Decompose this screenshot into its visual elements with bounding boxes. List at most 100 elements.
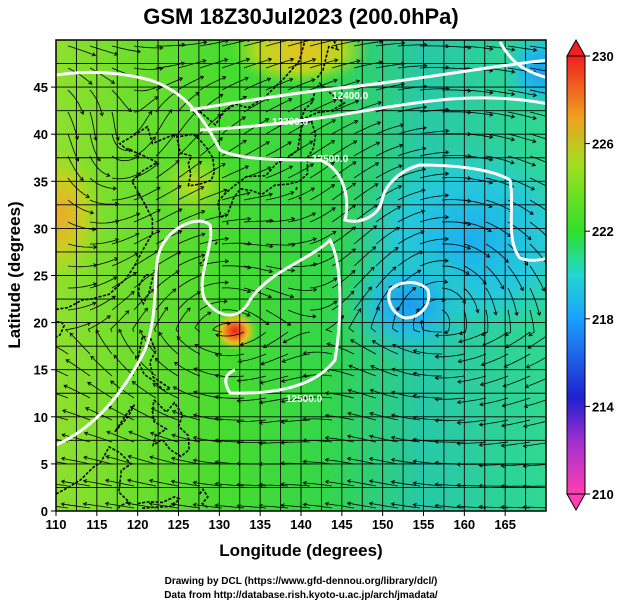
streamline-arrowhead (131, 380, 136, 385)
streamline-arrowhead (61, 433, 66, 438)
streamline (177, 76, 204, 91)
streamline-arrowhead (501, 403, 506, 408)
streamline (111, 111, 120, 141)
streamline (287, 58, 316, 69)
streamline (463, 287, 479, 313)
streamline (485, 111, 515, 118)
streamline (419, 151, 449, 157)
streamline-arrowhead (200, 186, 205, 191)
coastline (316, 40, 340, 79)
streamline-arrowhead (136, 49, 142, 54)
streamline-arrowhead (348, 364, 353, 369)
streamline-arrowhead (236, 503, 241, 509)
streamline (457, 419, 487, 424)
streamline-arrowhead (456, 420, 461, 425)
streamline (479, 419, 509, 426)
streamline (265, 78, 293, 91)
x-axis-ticks: 110 115 120 125 130 135 140 145 150 155 160 165 (46, 511, 516, 532)
cold-low-region (340, 245, 480, 365)
streamline (243, 220, 273, 223)
streamline (282, 353, 311, 363)
streamline-arrowhead (106, 430, 111, 435)
streamline (83, 480, 113, 487)
streamline-arrowhead (246, 312, 251, 317)
streamline (221, 287, 251, 293)
streamline (111, 193, 140, 201)
streamline-arrowhead (105, 454, 110, 460)
streamline-arrowhead (65, 359, 70, 364)
streamline (463, 155, 493, 161)
streamline-arrowhead (525, 364, 531, 369)
streamline (243, 78, 271, 91)
streamline (56, 483, 69, 487)
streamline (463, 221, 492, 232)
streamline (158, 332, 179, 355)
streamline-arrowhead (302, 373, 307, 378)
colorbar-tick-label: 218 (592, 312, 614, 327)
streamline (87, 382, 113, 399)
streamline-arrowhead (203, 40, 208, 45)
streamline-arrowhead (489, 68, 494, 73)
streamline (259, 397, 289, 404)
streamline (111, 213, 140, 223)
streamline (89, 67, 115, 84)
streamline-arrowhead (219, 93, 224, 98)
streamline-arrowhead (350, 339, 355, 344)
streamline (501, 419, 531, 427)
streamline (89, 89, 103, 116)
streamline (303, 504, 333, 509)
streamline-arrowhead (330, 140, 336, 145)
streamline-arrowhead (267, 166, 272, 171)
streamline (419, 109, 449, 113)
streamline-arrowhead (445, 65, 450, 70)
streamline (309, 184, 335, 201)
streamline (259, 505, 289, 509)
streamline-arrowhead (481, 342, 487, 347)
streamline-arrowhead (465, 270, 470, 275)
streamline-arrowhead (112, 186, 117, 191)
streamline (199, 59, 228, 69)
streamline-arrowhead (554, 117, 557, 121)
streamline-arrowhead (280, 503, 285, 508)
streamline-arrowhead (280, 440, 285, 445)
streamline-arrowhead (478, 483, 483, 489)
streamline (353, 246, 376, 267)
streamline-arrowhead (168, 109, 173, 114)
streamline-arrowhead (524, 261, 529, 266)
streamline-arrowhead (541, 287, 546, 292)
streamline (325, 415, 355, 421)
streamline (90, 239, 119, 245)
streamline (552, 266, 567, 291)
streamline-arrowhead (478, 442, 483, 448)
streamline (459, 309, 467, 335)
streamline-arrowhead (214, 352, 219, 357)
streamline (67, 67, 93, 85)
streamline-arrowhead (89, 210, 95, 215)
streamline (331, 100, 359, 113)
streamline-arrowhead (412, 481, 417, 486)
streamline-arrowhead (371, 340, 377, 345)
streamline (435, 419, 465, 422)
streamline (458, 331, 487, 343)
streamline (133, 111, 153, 135)
streamline (221, 77, 249, 91)
streamline-arrowhead (434, 503, 439, 508)
streamline (369, 412, 399, 421)
streamline (265, 98, 292, 113)
streamline-arrowhead (333, 300, 338, 305)
streamline-arrowhead (419, 250, 424, 255)
height-contours (56, 41, 546, 447)
streamline-arrowhead (82, 501, 87, 507)
streamline-arrowhead (374, 183, 379, 188)
x-tick-label: 135 (249, 517, 271, 532)
streamline-arrowhead (489, 46, 494, 51)
streamline (303, 482, 333, 487)
streamline-arrowhead (193, 390, 198, 395)
streamline-arrowhead (434, 375, 439, 381)
streamline (265, 218, 295, 223)
streamline-arrowhead (236, 398, 241, 403)
streamline-arrowhead (214, 373, 219, 378)
streamline-arrowhead (514, 311, 519, 317)
streamline-arrowhead (412, 415, 417, 421)
streamline (348, 389, 377, 399)
